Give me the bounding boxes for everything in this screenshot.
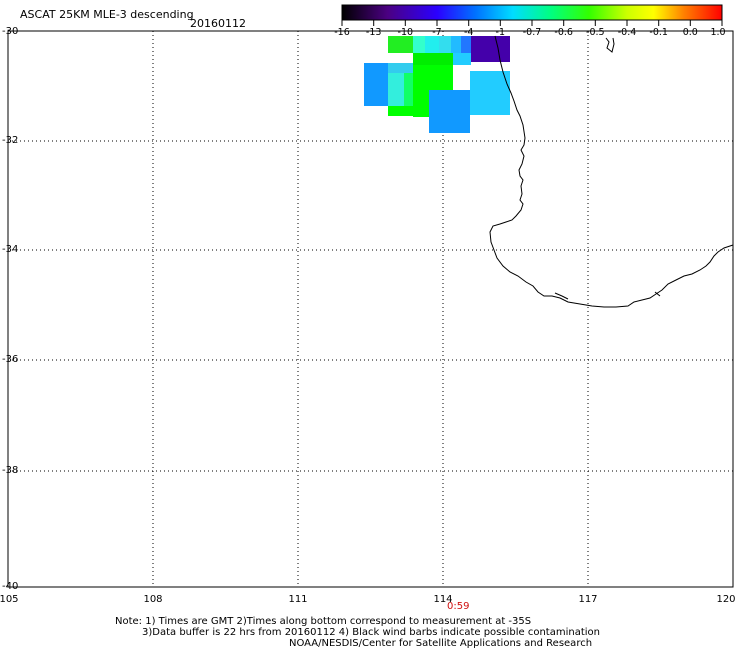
data-cell [439,36,451,53]
lon-label: 108 [143,594,163,605]
colorbar-label: -0.1 [649,27,668,38]
data-cell [471,36,510,62]
data-cell [413,53,453,65]
colorbar-label: -1 [495,27,506,38]
data-cell [429,90,470,133]
lon-label: 117 [578,594,598,605]
colorbar-label: -0.6 [554,27,573,38]
colorbar-label: -0.4 [617,27,637,38]
data-cell [413,36,425,53]
data-cell [388,36,413,53]
colorbar [341,4,723,26]
data-cell [388,106,413,116]
colorbar-label: -13 [365,27,382,38]
data-cell [413,115,429,117]
lat-label: -40 [2,581,19,592]
data-cell [413,65,453,91]
data-cell [388,63,413,73]
data-cell [404,73,413,106]
lat-label: -36 [2,354,19,365]
lon-label: 120 [716,594,736,605]
data-cell [413,91,429,115]
coast-detail [554,291,661,300]
bay-outline [605,37,615,53]
colorbar-label: -4 [463,27,474,38]
lat-label: -38 [2,465,19,476]
data-cell [470,71,510,115]
data-cell [451,36,461,53]
colorbar-label: -7 [432,27,442,38]
colorbar-label: 0.0 [682,27,698,38]
lon-label: 114 [433,594,453,605]
data-cell [453,53,471,65]
wind-data-cells [364,36,510,133]
lat-label: -34 [2,244,19,255]
data-cell [461,36,471,53]
lat-label: -32 [2,135,19,146]
colorbar-ticks [341,20,723,26]
coastline [489,35,734,308]
data-cell [364,63,388,106]
note-line-1: Note: 1) Times are GMT 2)Times along bot… [115,616,532,627]
map-title: ASCAT 25KM MLE-3 descending [20,8,194,21]
data-cell [388,73,404,106]
colorbar-label: -0.7 [522,27,542,38]
data-cell [425,36,439,53]
note-line-2: 3)Data buffer is 22 hrs from 20160112 4)… [142,627,600,638]
lon-label: 111 [288,594,308,605]
map-date: 20160112 [190,17,246,30]
colorbar-gradient [341,4,723,21]
colorbar-label: -16 [334,27,350,38]
colorbar-label: -10 [397,27,414,38]
time-label: 0:59 [447,601,470,612]
note-line-3: NOAA/NESDIS/Center for Satellite Applica… [289,638,593,649]
colorbar-label: -0.5 [586,27,605,38]
plot-frame [7,30,734,588]
graticule [8,31,733,587]
colorbar-label: 1.0 [710,27,726,38]
lon-label: 105 [0,594,19,605]
lat-label: -30 [2,26,19,37]
